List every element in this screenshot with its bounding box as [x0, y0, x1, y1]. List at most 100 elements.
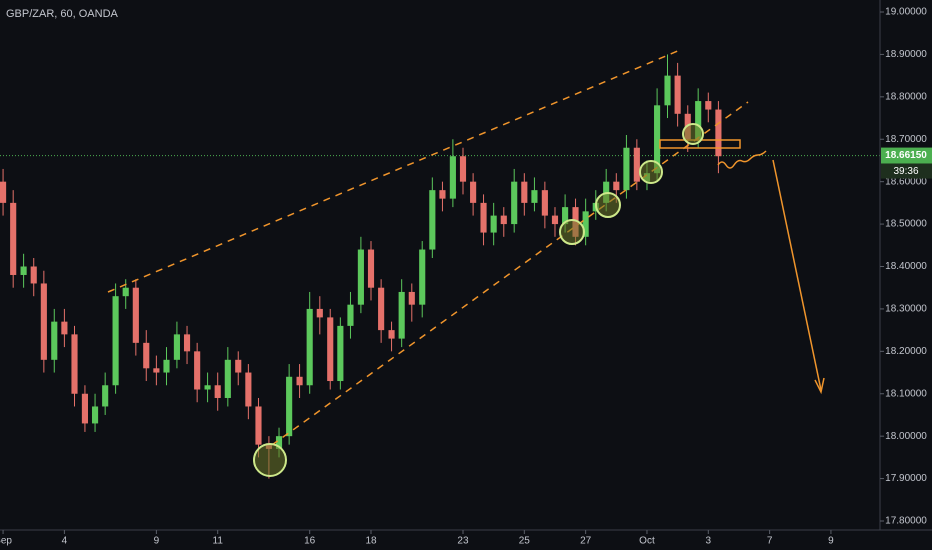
candle-body	[398, 291, 405, 339]
x-tick-label: 23	[457, 536, 469, 547]
candle-body	[367, 249, 375, 288]
y-tick-label: 17.80000	[885, 516, 927, 527]
candle-body	[153, 368, 160, 373]
y-tick-label: 18.70000	[885, 134, 927, 145]
candle-body	[306, 308, 313, 386]
candle-body	[337, 325, 344, 382]
candle-body	[40, 283, 47, 360]
candle-body	[143, 342, 150, 369]
candle-body	[551, 215, 559, 225]
candle-body	[275, 436, 283, 449]
candle-body	[91, 406, 99, 424]
channel-lower	[271, 101, 749, 446]
x-tick-label: Sep	[0, 536, 12, 547]
candle-body	[439, 190, 446, 199]
candle-body	[122, 287, 129, 297]
x-tick-label: Oct	[639, 536, 655, 547]
x-tick-label: 3	[706, 536, 712, 547]
last-price-box	[881, 147, 932, 164]
y-tick-label: 18.40000	[885, 261, 927, 272]
candle-body	[81, 393, 88, 424]
candle-body	[582, 211, 589, 237]
highlight-circles	[253, 123, 704, 477]
candle-body	[296, 376, 303, 386]
candle-body	[480, 202, 487, 233]
candle-body	[347, 304, 354, 326]
candle-body	[255, 406, 262, 445]
candle-body	[112, 296, 119, 386]
candle-body	[163, 359, 170, 373]
candle-body	[521, 181, 528, 203]
candle-body	[654, 105, 661, 174]
x-tick-label: 25	[519, 536, 531, 547]
plot-area	[0, 54, 880, 479]
candle-body	[61, 321, 68, 335]
y-tick-label: 18.10000	[885, 388, 927, 399]
candle-body	[214, 385, 221, 398]
candle-body	[10, 202, 17, 275]
circle	[559, 219, 585, 245]
projection-wave	[717, 150, 767, 169]
candle-body	[633, 147, 640, 182]
x-tick-label: 16	[304, 536, 316, 547]
y-tick-label: 18.00000	[885, 431, 927, 442]
candle-body	[20, 266, 27, 275]
candle-body	[235, 359, 242, 373]
candle-body	[327, 317, 334, 382]
circle	[595, 192, 621, 218]
candle-body	[511, 181, 518, 225]
candle-body	[0, 181, 7, 203]
y-tick-label: 18.60000	[885, 176, 927, 187]
candle-body	[30, 266, 37, 284]
candle-body	[378, 287, 385, 331]
x-tick-label: 9	[154, 536, 160, 547]
countdown: 39:36	[893, 166, 918, 177]
candle-body	[500, 215, 507, 225]
arrow-head	[814, 377, 825, 395]
y-tick-label: 18.30000	[885, 304, 927, 315]
chart-title: GBP/ZAR, 60, OANDA	[6, 8, 119, 20]
candle-body	[419, 249, 426, 305]
candle-body	[245, 372, 252, 407]
candle-body	[705, 101, 712, 110]
candle-body	[695, 101, 702, 140]
candle-body	[204, 385, 211, 390]
candle-body	[490, 215, 497, 233]
candle-body	[562, 207, 569, 225]
candle-body	[470, 181, 477, 203]
x-tick-label: 4	[62, 536, 68, 547]
candle-body	[429, 190, 436, 250]
y-tick-label: 17.90000	[885, 473, 927, 484]
y-tick-label: 18.20000	[885, 346, 927, 357]
y-tick-label: 18.90000	[885, 49, 927, 60]
candle-body	[194, 351, 201, 390]
circle	[639, 160, 663, 184]
candle-body	[449, 156, 456, 199]
candle-body	[664, 75, 671, 106]
countdown-box	[881, 163, 932, 179]
candle-body	[316, 308, 323, 318]
candle-body	[715, 109, 722, 157]
projection-arrow	[772, 159, 822, 391]
candle-body	[71, 334, 78, 394]
x-tick-label: 9	[828, 536, 834, 547]
x-tick-label: 7	[767, 536, 773, 547]
candle-body	[408, 291, 415, 305]
circle	[253, 443, 287, 477]
candle-body	[51, 321, 58, 360]
candle-body	[388, 330, 395, 339]
candle-body	[674, 75, 681, 114]
y-tick-label: 18.50000	[885, 219, 927, 230]
candle-body	[357, 249, 364, 305]
candle-body	[173, 334, 180, 360]
last-price-label: 18.66150	[885, 150, 927, 161]
x-tick-label: 11	[213, 536, 224, 547]
candle-body	[541, 190, 548, 216]
x-tick-label: 27	[580, 536, 592, 547]
candle-body	[183, 334, 191, 352]
candle-body	[132, 287, 139, 343]
candle-body	[224, 359, 231, 398]
